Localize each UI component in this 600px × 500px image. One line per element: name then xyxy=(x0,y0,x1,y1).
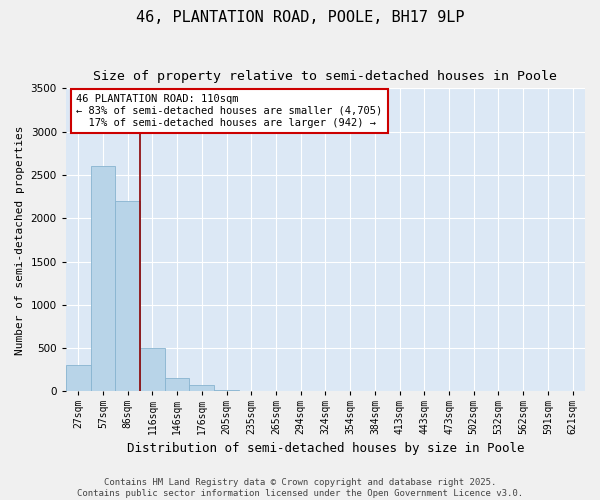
Bar xyxy=(140,348,165,392)
Title: Size of property relative to semi-detached houses in Poole: Size of property relative to semi-detach… xyxy=(94,70,557,83)
Bar xyxy=(165,378,190,392)
Text: 46, PLANTATION ROAD, POOLE, BH17 9LP: 46, PLANTATION ROAD, POOLE, BH17 9LP xyxy=(136,10,464,25)
Text: 46 PLANTATION ROAD: 110sqm
← 83% of semi-detached houses are smaller (4,705)
  1: 46 PLANTATION ROAD: 110sqm ← 83% of semi… xyxy=(76,94,382,128)
Bar xyxy=(115,201,140,392)
Y-axis label: Number of semi-detached properties: Number of semi-detached properties xyxy=(15,125,25,354)
Bar xyxy=(66,366,91,392)
Text: Contains HM Land Registry data © Crown copyright and database right 2025.
Contai: Contains HM Land Registry data © Crown c… xyxy=(77,478,523,498)
Bar xyxy=(214,390,239,392)
X-axis label: Distribution of semi-detached houses by size in Poole: Distribution of semi-detached houses by … xyxy=(127,442,524,455)
Bar xyxy=(190,385,214,392)
Bar xyxy=(91,166,115,392)
